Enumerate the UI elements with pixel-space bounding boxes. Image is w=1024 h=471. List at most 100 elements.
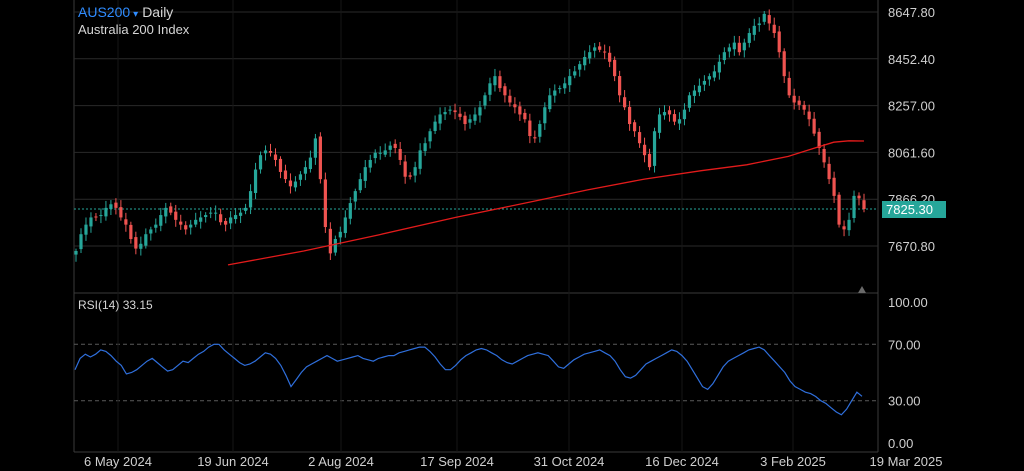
- candle-body: [647, 153, 652, 168]
- candle-body: [583, 56, 587, 66]
- candle-body: [373, 152, 377, 159]
- candle-body: [378, 152, 382, 154]
- candle-body: [413, 167, 417, 176]
- current-price-badge: 7825.30: [882, 200, 946, 218]
- candle-body: [707, 76, 711, 80]
- candle-body: [313, 138, 317, 158]
- candle-body: [293, 181, 298, 188]
- time-tick-label: 17 Sep 2024: [420, 454, 494, 469]
- candle-body: [258, 155, 263, 170]
- candle-body: [323, 179, 327, 228]
- axes: 8647.808452.408257.008061.607866.207670.…: [84, 5, 942, 469]
- candle-body: [702, 80, 707, 85]
- candle-body: [777, 31, 781, 53]
- candle-body: [383, 150, 387, 155]
- candle-body: [682, 109, 687, 120]
- candle-body: [463, 115, 467, 125]
- candle-body: [303, 167, 308, 174]
- candle-body: [328, 228, 332, 254]
- rsi-value: 33.15: [122, 298, 153, 312]
- candle-body: [792, 95, 796, 103]
- time-tick-label: 19 Mar 2025: [870, 454, 943, 469]
- candle-body: [468, 119, 472, 123]
- candle-body: [722, 52, 726, 61]
- candle-body: [433, 121, 437, 131]
- candle-body: [598, 46, 602, 50]
- candle-body: [657, 114, 662, 133]
- candle-body: [129, 224, 133, 240]
- candle-body: [283, 170, 288, 180]
- candle-body: [298, 174, 303, 180]
- candle-body: [862, 200, 866, 209]
- candle-body: [632, 122, 637, 132]
- candle-body: [603, 51, 607, 53]
- candle-body: [847, 219, 851, 231]
- candle-body: [478, 107, 482, 116]
- candle-body: [827, 163, 831, 180]
- candle-body: [812, 118, 816, 134]
- candle-body: [627, 106, 632, 125]
- price-tick-label: 8452.40: [888, 52, 935, 67]
- scroll-to-latest-icon[interactable]: [858, 286, 866, 293]
- candle-body: [179, 221, 183, 225]
- candle-body: [423, 143, 427, 152]
- candle-body: [149, 229, 153, 234]
- candle-body: [513, 104, 517, 108]
- candle-body: [403, 161, 407, 177]
- candle-body: [119, 207, 123, 218]
- candle-body: [498, 76, 502, 89]
- candle-body: [353, 191, 357, 202]
- time-tick-label: 2 Aug 2024: [308, 454, 374, 469]
- candle-body: [368, 159, 372, 168]
- rsi-tick-label: 30.00: [888, 394, 921, 409]
- price-tick-label: 8061.60: [888, 145, 935, 160]
- candle-body: [79, 234, 83, 250]
- candle-body: [687, 95, 692, 108]
- candle-body: [438, 114, 442, 124]
- candle-body: [253, 169, 258, 194]
- moving-average-series: [227, 140, 865, 266]
- candle-body: [573, 71, 577, 76]
- symbol-selector[interactable]: AUS200 ▾ Daily: [78, 4, 173, 20]
- candle-body: [772, 24, 776, 34]
- candle-body: [762, 13, 766, 22]
- candle-body: [852, 195, 856, 218]
- candle-body: [842, 226, 846, 230]
- candle-body: [737, 42, 741, 53]
- interval-label: Daily: [142, 4, 174, 20]
- candle-body: [124, 219, 128, 225]
- candle-body: [189, 224, 193, 228]
- time-tick-label: 3 Feb 2025: [760, 454, 826, 469]
- candle-body: [184, 225, 188, 230]
- candle-body: [363, 167, 367, 181]
- candle-body: [832, 177, 836, 196]
- candle-body: [398, 148, 402, 160]
- time-tick-label: 16 Dec 2024: [645, 454, 719, 469]
- price-tick-label: 7670.80: [888, 239, 935, 254]
- candle-body: [642, 144, 647, 156]
- candle-body: [608, 52, 612, 62]
- candle-body: [637, 132, 642, 144]
- candle-body: [89, 217, 93, 227]
- candle-body: [662, 112, 667, 116]
- candle-body: [209, 212, 213, 214]
- candle-body: [114, 202, 118, 208]
- candle-body: [74, 250, 78, 255]
- instrument-name: Australia 200 Index: [78, 22, 190, 37]
- candle-body: [159, 215, 163, 226]
- candle-body: [508, 95, 512, 103]
- candle-body: [538, 124, 542, 137]
- candle-body: [757, 23, 761, 26]
- candle-body: [278, 158, 283, 172]
- candle-body: [243, 207, 248, 211]
- candle-body: [503, 86, 507, 96]
- candle-body: [458, 113, 462, 117]
- price-tick-label: 8257.00: [888, 99, 935, 114]
- candle-body: [238, 212, 243, 216]
- candle-body: [822, 148, 826, 163]
- candle-body: [677, 119, 682, 124]
- candle-body: [807, 111, 811, 120]
- candle-body: [493, 76, 497, 86]
- candle-body: [453, 110, 457, 113]
